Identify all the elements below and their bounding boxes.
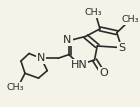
Text: CH₃: CH₃	[84, 8, 102, 17]
Text: CH₃: CH₃	[6, 83, 24, 92]
Text: HN: HN	[71, 60, 87, 70]
Text: N: N	[63, 35, 72, 45]
Text: CH₃: CH₃	[122, 15, 139, 24]
Text: S: S	[118, 43, 126, 53]
Text: O: O	[99, 68, 108, 78]
Text: N: N	[37, 53, 45, 63]
